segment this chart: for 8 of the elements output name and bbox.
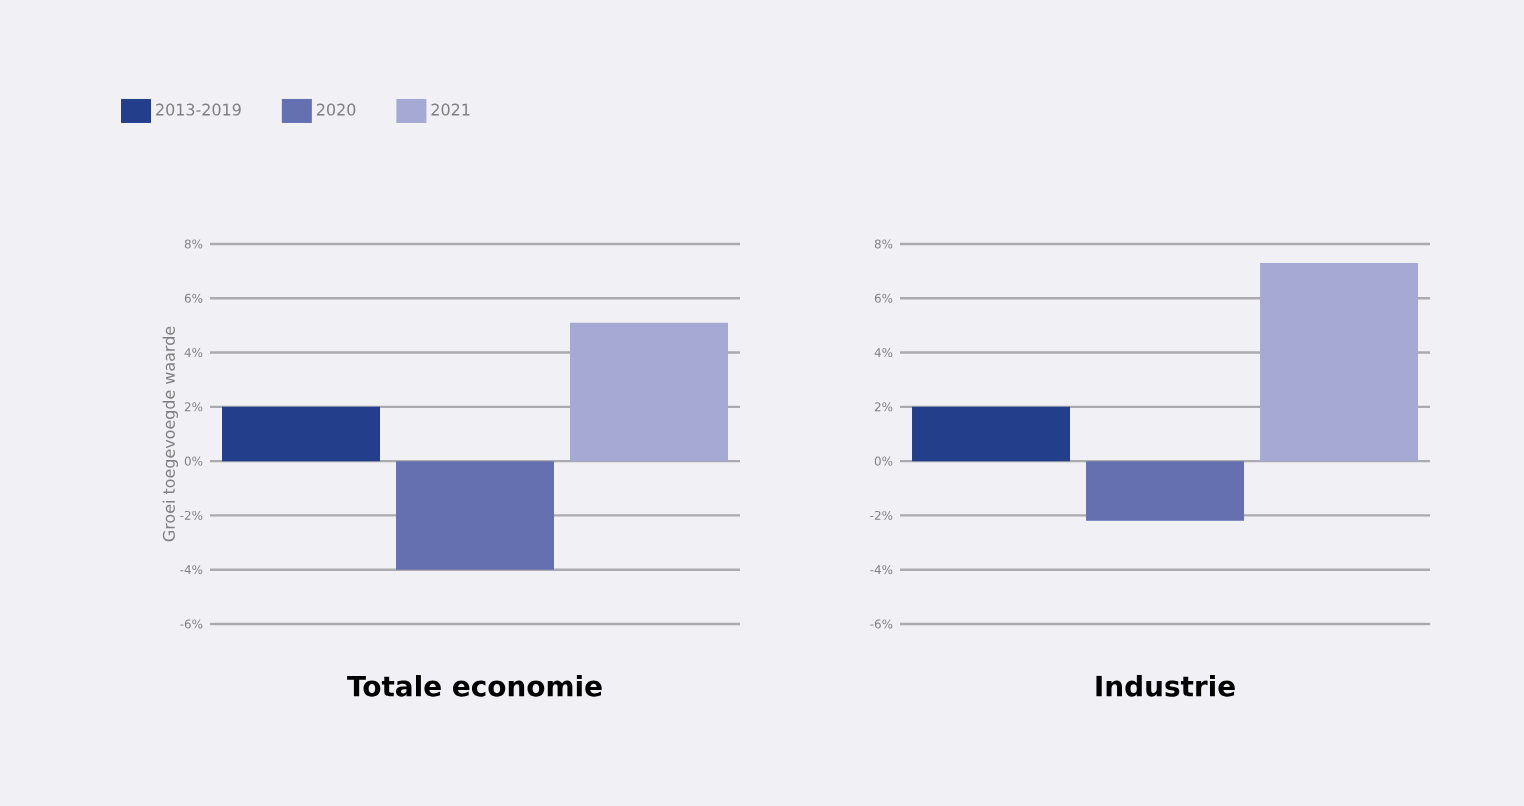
bar xyxy=(1086,461,1245,521)
x-tick-label: Totale economie xyxy=(347,675,602,697)
bar xyxy=(912,406,1071,462)
bar xyxy=(1260,262,1419,462)
bar xyxy=(396,461,555,570)
bar xyxy=(222,406,381,462)
bar xyxy=(570,322,729,462)
x-tick-label: Industrie xyxy=(1096,675,1235,697)
